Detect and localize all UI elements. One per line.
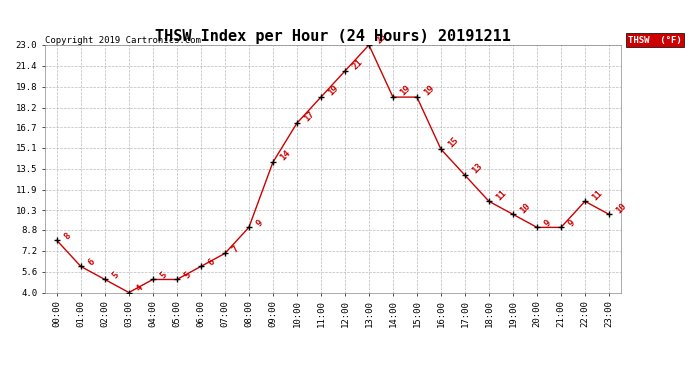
- Text: 15: 15: [446, 136, 460, 150]
- Text: 7: 7: [230, 244, 241, 254]
- Text: 10: 10: [615, 201, 629, 215]
- Text: 17: 17: [302, 110, 317, 124]
- Text: 21: 21: [351, 58, 364, 72]
- Text: 6: 6: [206, 257, 217, 267]
- Text: 4: 4: [135, 283, 145, 293]
- Title: THSW Index per Hour (24 Hours) 20191211: THSW Index per Hour (24 Hours) 20191211: [155, 29, 511, 44]
- Text: 9: 9: [542, 218, 553, 228]
- Text: 10: 10: [518, 201, 533, 215]
- Text: 11: 11: [495, 188, 509, 202]
- Text: 11: 11: [591, 188, 604, 202]
- Text: 9: 9: [566, 218, 577, 228]
- Text: 19: 19: [422, 84, 437, 98]
- Text: 19: 19: [326, 84, 340, 98]
- Text: 8: 8: [62, 231, 72, 241]
- Text: THSW  (°F): THSW (°F): [628, 36, 682, 45]
- Text: 14: 14: [279, 149, 293, 163]
- Text: Copyright 2019 Cartronics.com: Copyright 2019 Cartronics.com: [45, 36, 201, 45]
- Text: 5: 5: [110, 270, 121, 280]
- Text: 13: 13: [471, 162, 484, 176]
- Text: 6: 6: [86, 257, 97, 267]
- Text: 23: 23: [375, 32, 388, 46]
- Text: 9: 9: [255, 218, 265, 228]
- Text: 5: 5: [159, 270, 168, 280]
- Text: 5: 5: [182, 270, 193, 280]
- Text: 19: 19: [399, 84, 413, 98]
